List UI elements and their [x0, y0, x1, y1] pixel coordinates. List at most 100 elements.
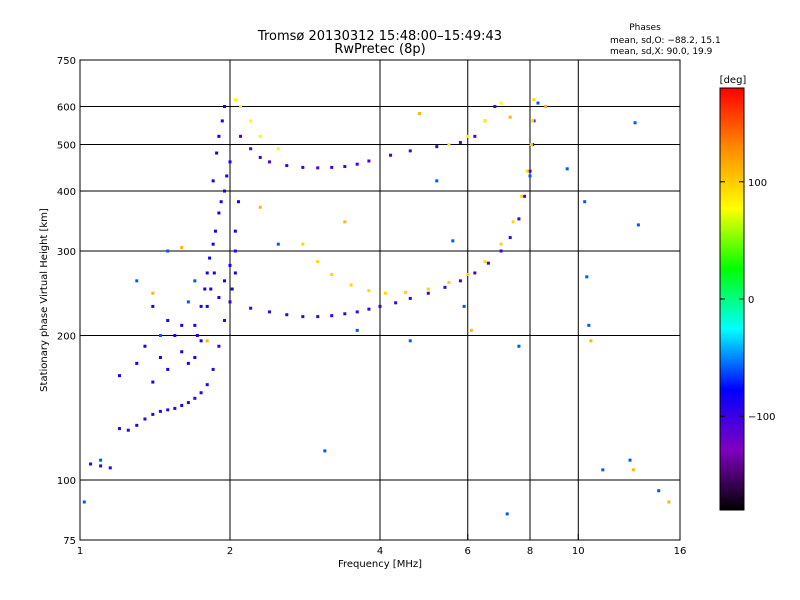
echo-point: [166, 408, 170, 412]
echo-point: [82, 500, 86, 504]
echo-point: [451, 239, 455, 243]
echo-point: [544, 105, 548, 109]
echo-point: [587, 323, 591, 327]
echo-point: [394, 301, 398, 305]
echo-point: [225, 174, 229, 178]
colorbar-ticks: 100 0 −100: [720, 178, 775, 423]
echo-point: [233, 229, 237, 233]
echo-point: [276, 147, 280, 151]
chart-title-line1: Tromsø 20130312 15:48:00–15:49:43: [257, 29, 502, 44]
echo-point: [186, 300, 190, 304]
echo-point: [236, 200, 240, 204]
echo-point: [223, 189, 227, 193]
echo-point: [462, 304, 466, 308]
echo-point: [143, 417, 147, 421]
chart-title-line2: RwPretec (8p): [334, 42, 425, 57]
echo-point: [217, 134, 221, 138]
echo-point: [180, 403, 184, 407]
echo-point: [508, 115, 512, 119]
echo-point: [426, 287, 430, 291]
echo-point: [531, 119, 535, 123]
echo-point: [228, 160, 232, 164]
echo-point: [211, 367, 215, 371]
echo-point: [343, 164, 347, 168]
echo-point: [135, 279, 139, 283]
echo-point: [636, 223, 640, 227]
echo-point: [219, 200, 223, 204]
echo-point: [173, 406, 177, 410]
colorbar-tick-label: 0: [748, 295, 754, 306]
echo-point: [276, 242, 280, 246]
echo-point: [126, 428, 130, 432]
echo-point: [223, 105, 227, 109]
x-tick-label: 16: [674, 546, 687, 557]
echo-point: [383, 291, 387, 295]
echo-point: [499, 249, 503, 253]
echo-point: [583, 200, 587, 204]
echo-point: [355, 162, 359, 166]
echo-point: [466, 273, 470, 277]
echo-point: [520, 194, 524, 198]
echo-point: [205, 383, 209, 387]
echo-point: [217, 344, 221, 348]
echo-point: [343, 220, 347, 224]
echo-point: [228, 263, 232, 267]
echo-point: [151, 304, 155, 308]
echo-point: [108, 466, 112, 470]
echo-point: [230, 287, 234, 291]
echo-point: [408, 296, 412, 300]
echo-point: [508, 236, 512, 240]
echo-point: [203, 287, 207, 291]
echo-point: [233, 249, 237, 253]
echo-point: [173, 334, 177, 338]
echo-point: [135, 423, 139, 427]
echo-point: [158, 409, 162, 413]
y-tick-label: 300: [57, 247, 76, 258]
echo-point: [223, 318, 227, 322]
echo-point: [517, 344, 521, 348]
echo-point: [233, 271, 237, 275]
echo-point: [330, 165, 334, 169]
echo-points: [82, 98, 671, 516]
echo-point: [228, 300, 232, 304]
echo-point: [239, 105, 243, 109]
echo-point: [151, 380, 155, 384]
echo-point: [258, 155, 262, 159]
echo-point: [483, 119, 487, 123]
echo-point: [499, 242, 503, 246]
echo-point: [378, 304, 382, 308]
echo-point: [193, 323, 197, 327]
echo-point: [285, 313, 289, 317]
x-tick-label: 6: [465, 546, 471, 557]
echo-point: [215, 151, 219, 155]
phases-line1: mean, sd,O: −88.2, 15.1: [610, 36, 721, 46]
echo-point: [205, 271, 209, 275]
echo-point: [323, 449, 327, 453]
echo-point: [443, 285, 447, 289]
echo-point: [355, 328, 359, 332]
echo-point: [417, 112, 421, 116]
echo-point: [99, 458, 103, 462]
echo-point: [186, 401, 190, 405]
echo-point: [301, 165, 305, 169]
echo-point: [199, 391, 203, 395]
echo-point: [180, 323, 184, 327]
echo-point: [473, 271, 477, 275]
grid-lines: [80, 60, 680, 540]
phases-heading: Phases: [629, 23, 661, 33]
echo-point: [258, 205, 262, 209]
echo-point: [195, 334, 199, 338]
echo-point: [117, 374, 121, 378]
echo-point: [233, 98, 237, 102]
colorbar-tick-label: −100: [748, 412, 775, 423]
echo-point: [209, 287, 213, 291]
echo-point: [205, 304, 209, 308]
echo-point: [469, 328, 473, 332]
echo-point: [529, 143, 533, 147]
echo-point: [403, 290, 407, 294]
echo-point: [517, 217, 521, 221]
echo-point: [389, 153, 393, 157]
y-tick-label: 750: [57, 56, 76, 67]
echo-point: [258, 134, 262, 138]
